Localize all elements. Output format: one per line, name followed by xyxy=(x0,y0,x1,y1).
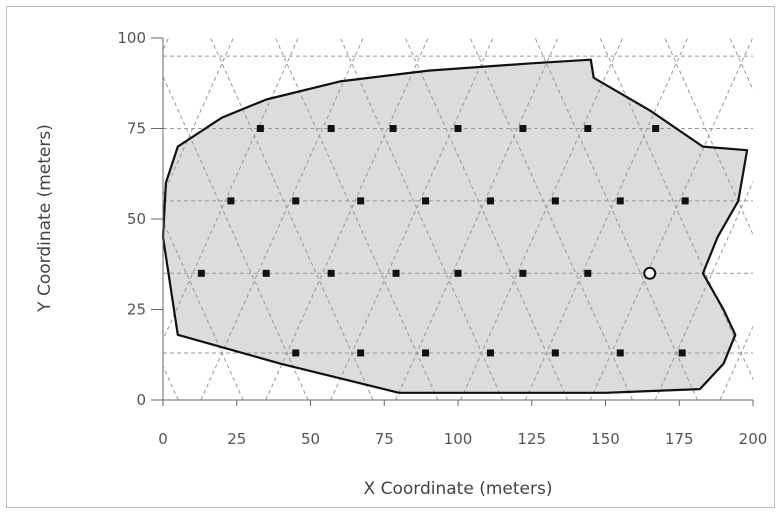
x-tick-label: 200 xyxy=(739,430,768,448)
study-area-fill xyxy=(163,59,748,393)
sample-point xyxy=(422,349,430,357)
y-tick-label: 50 xyxy=(127,210,146,228)
study-area-layer xyxy=(163,59,748,393)
sample-point xyxy=(616,349,624,357)
sample-points xyxy=(197,125,689,357)
sample-point xyxy=(422,197,430,205)
grid-line-diagonal xyxy=(524,38,689,400)
sample-point xyxy=(678,349,686,357)
grid-line-diagonal xyxy=(339,38,504,400)
tick-labels: 0 25 50 75 100 125 150 175 200 0 25 50 75 100 xyxy=(117,29,767,448)
study-area-boundary xyxy=(161,58,749,394)
grid-line-diagonal xyxy=(275,38,439,400)
grid-line-diagonal xyxy=(395,38,559,400)
sample-point xyxy=(327,125,335,132)
sample-point xyxy=(292,349,300,357)
grid-line-diagonal xyxy=(210,38,374,400)
grid-line-diagonal xyxy=(265,38,429,400)
x-tick-label: 100 xyxy=(444,430,473,448)
grid-line-diagonal xyxy=(0,38,39,400)
x-tick-label: 125 xyxy=(517,430,546,448)
sample-point xyxy=(584,269,592,277)
grid-line-diagonal xyxy=(664,38,753,236)
y-axis-title: Y Coordinate (meters) xyxy=(35,124,55,313)
grid-line-diagonal xyxy=(163,220,244,400)
y-tick-label: 100 xyxy=(117,29,146,47)
sample-point xyxy=(681,197,689,205)
grid-line-diagonal xyxy=(330,38,494,400)
grid-lines xyxy=(0,38,753,400)
sample-point xyxy=(519,125,527,132)
x-tick-label: 150 xyxy=(591,430,620,448)
sample-point xyxy=(262,269,270,277)
sample-point xyxy=(292,197,300,205)
grid-line-diagonal xyxy=(589,38,753,400)
sample-point xyxy=(197,269,205,277)
y-tick-label: 0 xyxy=(136,391,146,409)
sample-point xyxy=(584,125,592,132)
sample-point xyxy=(454,125,462,132)
grid-line-diagonal xyxy=(404,38,569,400)
grid-line-diagonal xyxy=(460,38,624,400)
sample-point xyxy=(519,269,527,277)
sample-point xyxy=(551,197,559,205)
y-tick-label: 75 xyxy=(127,120,146,138)
y-tick-label: 25 xyxy=(127,301,146,319)
x-tick-label: 0 xyxy=(158,430,168,448)
grid-line-diagonal xyxy=(163,75,309,400)
boundary-layer xyxy=(161,58,749,394)
axes xyxy=(151,37,754,406)
sample-point xyxy=(389,125,397,132)
grid-line-diagonal xyxy=(163,38,234,197)
x-tick-label: 50 xyxy=(301,430,320,448)
sample-point xyxy=(486,349,494,357)
x-tick-label: 175 xyxy=(665,430,694,448)
grid-line-diagonal xyxy=(200,38,364,400)
sample-point xyxy=(256,125,264,132)
sample-point xyxy=(486,197,494,205)
sample-point xyxy=(551,349,559,357)
sample-point xyxy=(454,269,462,277)
sample-point xyxy=(327,269,335,277)
grid-line-diagonal xyxy=(654,180,753,400)
sample-point xyxy=(392,269,400,277)
sample-point xyxy=(357,349,365,357)
sample-point xyxy=(357,197,365,205)
grid-line-diagonal xyxy=(719,325,753,400)
sample-point-open xyxy=(643,266,657,280)
grid-line-diagonal xyxy=(534,38,698,400)
sample-point xyxy=(652,125,660,132)
x-tick-label: 75 xyxy=(375,430,394,448)
x-tick-label: 25 xyxy=(227,430,246,448)
x-axis-title: X Coordinate (meters) xyxy=(364,479,553,499)
grid-line-diagonal xyxy=(0,38,113,400)
sample-point xyxy=(616,197,624,205)
grid-line-diagonal xyxy=(469,38,633,400)
sample-point xyxy=(227,197,235,205)
